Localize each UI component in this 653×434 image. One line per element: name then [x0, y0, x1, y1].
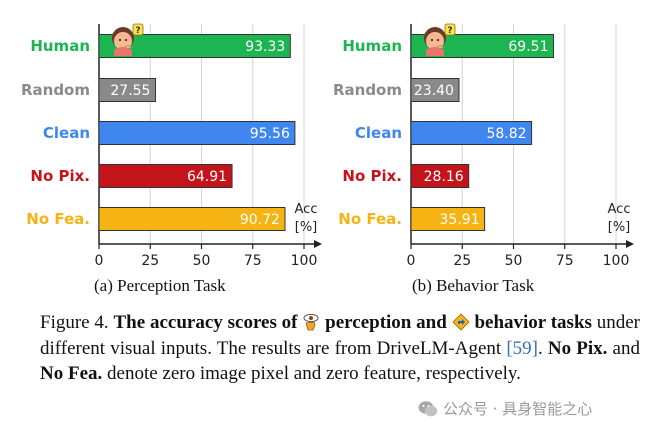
subtitle-perception: (a) Perception Task [94, 276, 226, 295]
caption-prefix: Figure 4. [40, 312, 114, 333]
bar-human-perception [98, 34, 291, 58]
bar-human-behavior [410, 34, 554, 58]
caption-bold-4: No Pix. [547, 337, 608, 359]
x-tick-label-behavior: 0 [407, 253, 416, 269]
thinking-person-icon: ? [424, 23, 456, 56]
caption-text-4: denote zero image pixel and zero feature… [102, 363, 521, 384]
value-label-random-behavior: 23.40 [414, 83, 454, 99]
wechat-icon [418, 400, 438, 416]
caption-bold-3: behavior tasks [469, 312, 592, 333]
value-label-no-pix-behavior: 28.16 [424, 169, 464, 185]
category-label-clean-perception: Clean [43, 124, 90, 142]
caption-bold-5: No Fea. [40, 363, 103, 384]
category-label-no-fea-perception: No Fea. [26, 210, 90, 228]
bar-no-fea-perception [98, 207, 286, 231]
caption-text-3: and [607, 337, 640, 359]
bar-clean-behavior [410, 121, 533, 145]
x-tick-label-behavior: 100 [603, 253, 630, 269]
value-label-human-perception: 93.33 [245, 39, 285, 55]
value-label-clean-perception: 95.56 [250, 126, 290, 142]
x-tick-label-perception: 50 [193, 253, 211, 269]
caption-text-1: under different visual inputs. The resul… [40, 312, 640, 359]
value-label-human-behavior: 69.51 [508, 39, 548, 55]
watermark: 公众号 · 具身智能之心 [418, 398, 592, 419]
bar-clean-perception [98, 121, 296, 145]
category-label-clean-behavior: Clean [355, 124, 402, 142]
x-tick-label-behavior: 75 [556, 253, 574, 269]
axis-unit-acc-perception: Acc [295, 202, 318, 217]
value-label-random-perception: 27.55 [110, 83, 150, 99]
eye-hand-icon [302, 313, 320, 331]
caption-bold-2: perception and [320, 312, 452, 333]
category-label-human-behavior: Human [342, 37, 402, 55]
axis-unit-acc-behavior: Acc [608, 202, 631, 217]
charts-svg: 0 25 50 75 100 Acc [%] Human 93.33? Random 27.55 Cl… [21, 23, 634, 269]
category-label-no-fea-behavior: No Fea. [338, 210, 402, 228]
bar-no-fea-behavior [410, 207, 486, 231]
category-label-no-pix-behavior: No Pix. [342, 167, 402, 185]
value-label-no-fea-behavior: 35.91 [440, 212, 480, 228]
caption-bold-1: The accuracy scores of [113, 312, 303, 333]
subtitle-behavior: (b) Behavior Task [412, 276, 535, 295]
x-axis-arrow-behavior [626, 240, 634, 248]
category-label-random-behavior: Random [333, 81, 402, 99]
svg-text:?: ? [135, 26, 140, 36]
value-label-no-pix-perception: 64.91 [187, 169, 227, 185]
citation-link[interactable]: [59] [506, 337, 538, 359]
bar-no-pix-behavior [410, 164, 470, 188]
x-tick-label-behavior: 25 [453, 253, 471, 269]
thinking-person-icon: ? [112, 23, 144, 56]
category-label-no-pix-perception: No Pix. [30, 167, 90, 185]
caption-text-2: . [537, 337, 548, 359]
x-tick-label-behavior: 50 [505, 253, 523, 269]
x-tick-label-perception: 25 [141, 253, 159, 269]
axis-unit-percent-perception: [%] [295, 220, 318, 235]
figure-caption: Figure 4. The accuracy scores of percept… [40, 310, 640, 387]
category-label-random-perception: Random [21, 81, 90, 99]
x-axis-arrow-perception [314, 240, 322, 248]
value-label-clean-behavior: 58.82 [486, 126, 526, 142]
category-label-human-perception: Human [30, 37, 90, 55]
x-tick-label-perception: 100 [291, 253, 318, 269]
watermark-text: 公众号 · 具身智能之心 [443, 400, 593, 418]
bar-random-behavior [410, 78, 460, 102]
bar-random-perception [98, 78, 156, 102]
bar-no-pix-perception [98, 164, 233, 188]
x-tick-label-perception: 75 [244, 253, 262, 269]
x-tick-label-perception: 0 [95, 253, 104, 269]
svg-text:?: ? [447, 26, 452, 36]
axis-unit-percent-behavior: [%] [608, 220, 631, 235]
value-label-no-fea-perception: 90.72 [240, 212, 280, 228]
driving-direction-icon [452, 313, 470, 331]
